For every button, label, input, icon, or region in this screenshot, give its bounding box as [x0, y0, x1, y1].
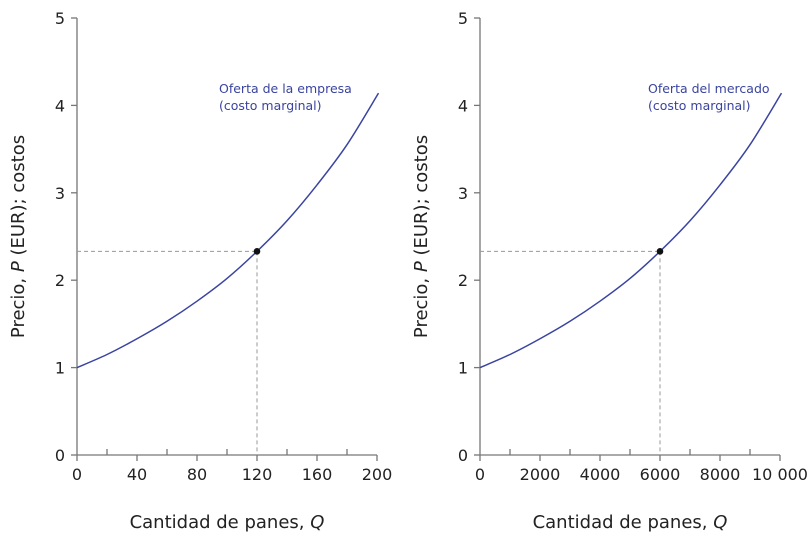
y-tick-label: 4	[458, 96, 468, 115]
y-tick-label: 0	[55, 446, 65, 465]
x-tick-label: 0	[72, 465, 82, 484]
x-tick-label: 8000	[700, 465, 741, 484]
chart-panel-1: 0 1 2 3 4 5 0 40 80 120 160 200 Oferta de la empresa…	[8, 9, 392, 533]
y-tick-label: 5	[55, 9, 65, 28]
equilibrium-point	[253, 248, 261, 255]
y-tick-label: 5	[458, 9, 468, 28]
y-axis-title: Precio, P (EUR); costos	[411, 135, 432, 338]
curve-label-line: Oferta de la empresa	[219, 81, 352, 96]
x-tick-label: 80	[187, 465, 207, 484]
x-tick-label: 6000	[640, 465, 681, 484]
x-tick-label: 10 000	[752, 465, 808, 484]
x-tick-label: 120	[242, 465, 273, 484]
x-tick-label: 4000	[580, 465, 621, 484]
curve-label-line: (costo marginal)	[648, 98, 751, 113]
x-axis-variable: Q	[310, 512, 324, 533]
x-axis-title: Cantidad de panes, Q	[130, 512, 325, 533]
supply-curve	[76, 92, 380, 369]
y-tick-label: 1	[55, 359, 65, 378]
x-tick-label: 2000	[520, 465, 561, 484]
x-tick-label: 200	[362, 465, 393, 484]
y-axis-title: Precio, P (EUR); costos	[8, 135, 29, 338]
x-axis-variable: Q	[713, 512, 727, 533]
equilibrium-point	[656, 248, 664, 255]
x-tick-label: 160	[302, 465, 333, 484]
y-tick-label: 3	[458, 184, 468, 203]
x-tick-label: 40	[127, 465, 147, 484]
y-tick-label: 1	[458, 359, 468, 378]
x-tick-label: 0	[475, 465, 485, 484]
y-axis-variable: P	[411, 261, 432, 272]
curve-label-line: Oferta del mercado	[648, 81, 770, 96]
y-tick-label: 3	[55, 184, 65, 203]
y-tick-label: 2	[55, 271, 65, 290]
y-tick-label: 0	[458, 446, 468, 465]
y-tick-label: 2	[458, 271, 468, 290]
chart-panel-2: 0 1 2 3 4 5 0 2000 4000 6000 8000 10 000 Oferta del …	[411, 9, 808, 533]
curve-label-line: (costo marginal)	[219, 98, 322, 113]
x-axis-title: Cantidad de panes, Q	[533, 512, 728, 533]
supply-curve	[479, 92, 783, 369]
y-tick-label: 4	[55, 96, 65, 115]
y-axis-variable: P	[8, 261, 29, 272]
